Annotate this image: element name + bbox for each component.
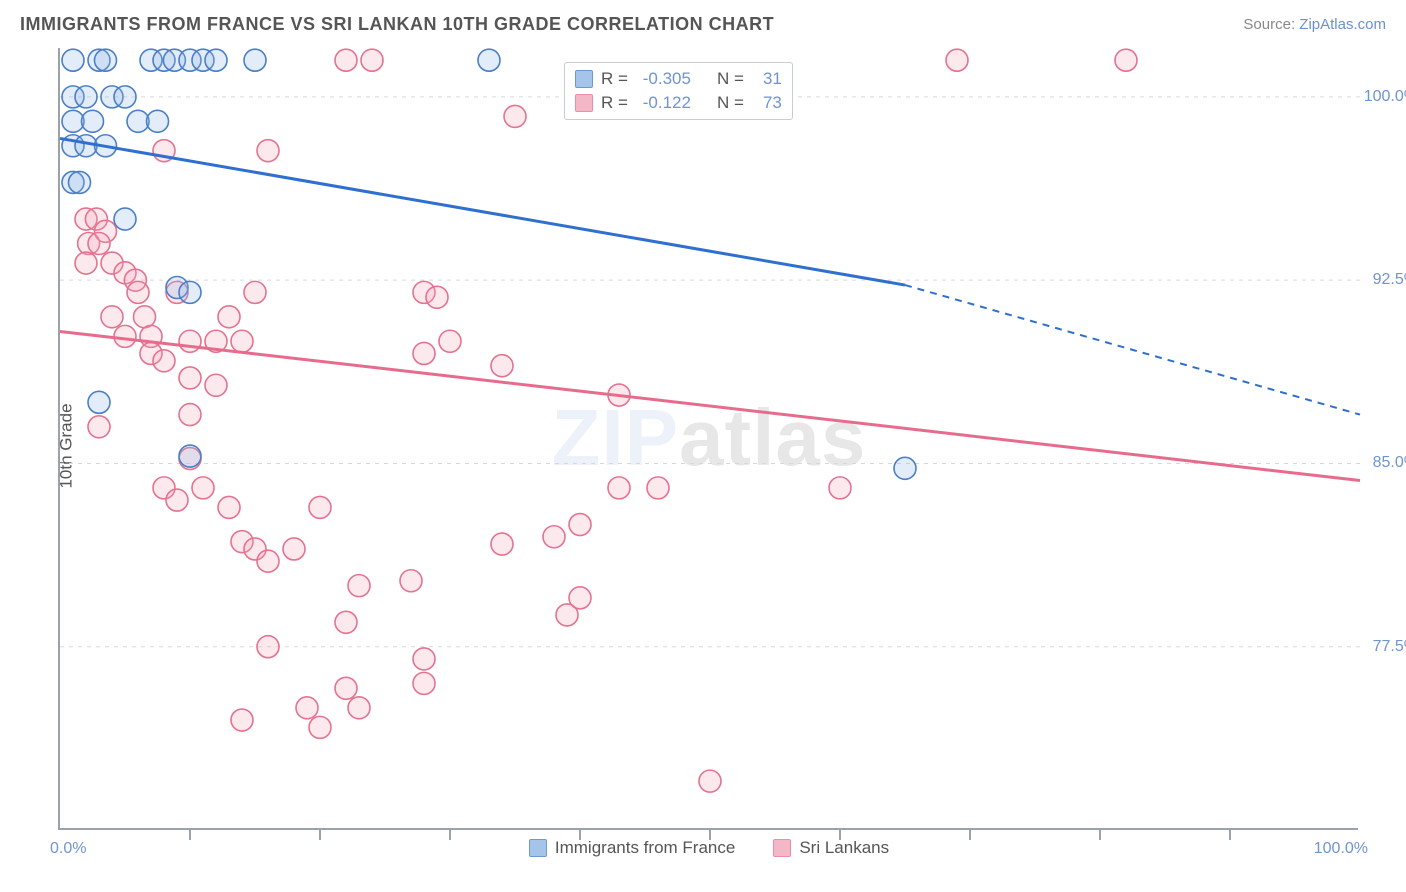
source-link[interactable]: ZipAtlas.com — [1299, 16, 1386, 33]
page-title: IMMIGRANTS FROM FRANCE VS SRI LANKAN 10T… — [20, 14, 774, 35]
header: IMMIGRANTS FROM FRANCE VS SRI LANKAN 10T… — [20, 14, 1386, 35]
legend-item-series2: Sri Lankans — [773, 838, 889, 858]
chart-plot-area: ZIPatlas R = -0.305 N = 31 R = -0.122 N … — [58, 48, 1358, 830]
y-tick-label: 92.5% — [1373, 271, 1406, 289]
stat-r-label: R = — [601, 69, 628, 89]
stat-r-value: -0.122 — [636, 93, 691, 113]
stat-r-value: -0.305 — [636, 69, 691, 89]
source-prefix: Source: — [1243, 16, 1299, 33]
square-icon — [773, 839, 791, 857]
legend-label: Immigrants from France — [555, 838, 735, 858]
chart-svg — [60, 48, 1358, 828]
stat-row-series2: R = -0.122 N = 73 — [575, 91, 782, 115]
stat-row-series1: R = -0.305 N = 31 — [575, 67, 782, 91]
stat-r-label: R = — [601, 93, 628, 113]
square-icon — [575, 70, 593, 88]
square-icon — [529, 839, 547, 857]
y-tick-label: 100.0% — [1364, 88, 1406, 106]
legend-bottom: Immigrants from France Sri Lankans — [60, 838, 1358, 858]
legend-item-series1: Immigrants from France — [529, 838, 735, 858]
y-tick-label: 85.0% — [1373, 454, 1406, 472]
stat-n-label: N = — [717, 69, 744, 89]
source-label: Source: ZipAtlas.com — [1243, 16, 1386, 33]
stat-n-value: 31 — [752, 69, 782, 89]
square-icon — [575, 94, 593, 112]
stat-n-value: 73 — [752, 93, 782, 113]
stat-n-label: N = — [717, 93, 744, 113]
y-tick-label: 77.5% — [1373, 638, 1406, 656]
stats-legend-box: R = -0.305 N = 31 R = -0.122 N = 73 — [564, 62, 793, 120]
legend-label: Sri Lankans — [799, 838, 889, 858]
